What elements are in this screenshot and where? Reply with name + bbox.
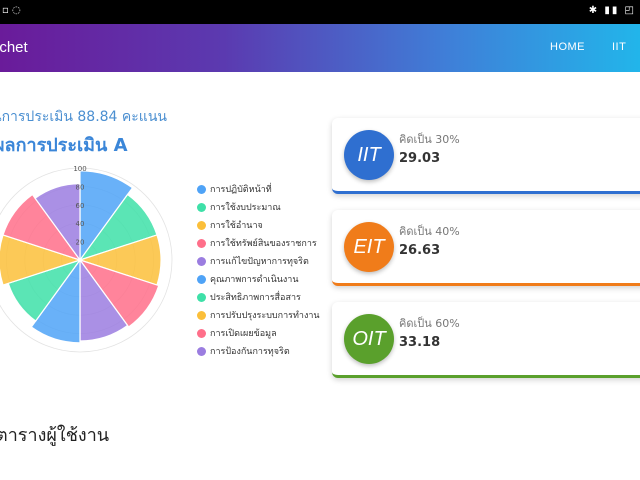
tick-label: 20 [76,239,85,247]
polar-slice[interactable] [34,183,81,262]
legend-label: การปฏิบัติหน้าที่ [210,185,272,195]
legend-item[interactable]: การใช้ทรัพย์สินของราชการ [197,234,320,252]
legend-item[interactable]: การป้องกันการทุจริต [197,342,320,360]
legend-swatch [197,310,206,320]
chart-legend: การปฏิบัติหน้าที่การใช้งบประมาณการใช้อำน… [197,180,320,360]
total-score-text: นการประเมิน 88.84 คะแนน [0,109,167,125]
legend-item[interactable]: การปฏิบัติหน้าที่ [197,180,320,198]
polar-slice[interactable] [79,170,134,262]
nav-iit-link[interactable]: IIT [612,41,627,53]
legend-item[interactable]: การปรับปรุงระบบการทำงาน [197,306,320,324]
legend-swatch [197,238,206,248]
status-left-icons: ▫ ◌ [2,5,21,16]
oit-badge: OIT [344,314,394,364]
tick-label: 60 [76,202,85,210]
legend-label: ประสิทธิภาพการสื่อสาร [210,293,301,303]
eit-score-value: 26.63 [399,243,441,258]
legend-swatch [197,202,206,212]
eit-badge: EIT [344,222,394,272]
polar-slice[interactable] [30,258,81,344]
legend-item[interactable]: คุณภาพการดำเนินงาน [197,270,320,288]
top-navbar: ichet HOME IIT [0,24,640,72]
legend-item[interactable]: การใช้อำนาจ [197,216,320,234]
brand-title[interactable]: ichet [0,39,28,56]
legend-swatch [197,256,206,266]
tick-label: 80 [76,183,85,191]
legend-swatch [197,274,206,284]
legend-swatch [197,346,206,356]
iit-card: IIT คิดเป็น 30% 29.03 [332,118,640,194]
nav-home-link[interactable]: HOME [550,41,585,53]
iit-percent-label: คิดเป็น 30% [399,133,460,146]
oit-percent-label: คิดเป็น 60% [399,317,460,330]
legend-label: การใช้ทรัพย์สินของราชการ [210,239,317,249]
legend-label: การปรับปรุงระบบการทำงาน [210,311,320,321]
legend-label: การป้องกันการทุจริต [210,347,290,357]
legend-label: การแก้ไขปัญหาการทุจริต [210,257,309,267]
iit-score-value: 29.03 [399,151,441,166]
legend-swatch [197,220,206,230]
eit-percent-label: คิดเป็น 40% [399,225,460,238]
users-table-title: ตารางผู้ใช้งาน [0,425,110,446]
legend-item[interactable]: การเปิดเผยข้อมูล [197,324,320,342]
tick-label: 40 [76,220,85,228]
grid-ring [0,167,173,353]
eit-card: EIT คิดเป็น 40% 26.63 [332,210,640,286]
legend-item[interactable]: การแก้ไขปัญหาการทุจริต [197,252,320,270]
polar-area-chart: 20 40 60 80 100 [0,165,173,353]
status-right-icons: ✱ ▮▮ ◰ [588,5,636,16]
polar-slice[interactable] [2,193,82,262]
iit-badge: IIT [344,130,394,180]
legend-label: การเปิดเผยข้อมูล [210,329,277,339]
assessment-result-heading: ผลการประเมิน A [0,135,128,156]
legend-item[interactable]: การใช้งบประมาณ [197,198,320,216]
oit-card: OIT คิดเป็น 60% 33.18 [332,302,640,378]
oit-score-value: 33.18 [399,335,441,350]
tick-label: 100 [73,165,86,173]
legend-swatch [197,328,206,338]
legend-swatch [197,292,206,302]
legend-swatch [197,184,206,194]
status-bar: ▫ ◌ ✱ ▮▮ ◰ [0,0,640,24]
legend-item[interactable]: ประสิทธิภาพการสื่อสาร [197,288,320,306]
legend-label: คุณภาพการดำเนินงาน [210,275,299,285]
legend-label: การใช้งบประมาณ [210,203,281,213]
legend-label: การใช้อำนาจ [210,221,263,231]
polar-slice[interactable] [78,258,160,328]
